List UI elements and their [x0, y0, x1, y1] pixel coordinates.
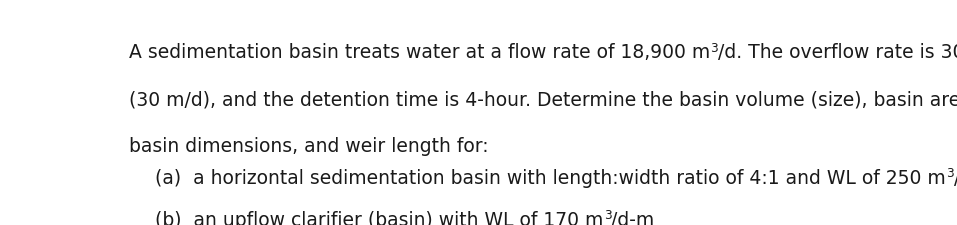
Text: 3: 3 [604, 208, 612, 221]
Text: basin dimensions, and weir length for:: basin dimensions, and weir length for: [128, 137, 488, 156]
Text: /d-m: /d-m [612, 209, 655, 225]
Text: (30 m/d), and the detention time is 4-hour. Determine the basin volume (size), b: (30 m/d), and the detention time is 4-ho… [128, 90, 957, 109]
Text: (b)  an upflow clarifier (basin) with WL of 170 m: (b) an upflow clarifier (basin) with WL … [155, 209, 604, 225]
Text: /d-m: /d-m [954, 168, 957, 187]
Text: /d. The overflow rate is 30 m: /d. The overflow rate is 30 m [718, 43, 957, 62]
Text: A sedimentation basin treats water at a flow rate of 18,900 m: A sedimentation basin treats water at a … [128, 43, 710, 62]
Text: 3: 3 [946, 167, 954, 180]
Text: 3: 3 [710, 42, 718, 55]
Text: (a)  a horizontal sedimentation basin with length:width ratio of 4:1 and WL of 2: (a) a horizontal sedimentation basin wit… [155, 168, 946, 187]
